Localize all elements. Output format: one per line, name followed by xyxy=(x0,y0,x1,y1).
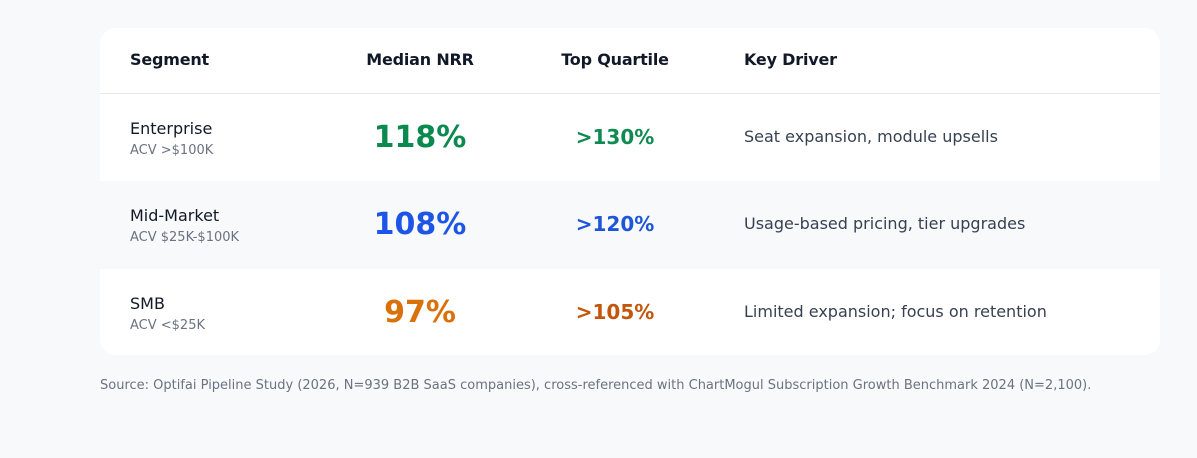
table-row: Mid-Market ACV $25K-$100K 108% >120% Usa… xyxy=(100,181,1160,269)
segment-acv: ACV >$100K xyxy=(130,143,214,158)
median-nrr-text: 97% xyxy=(384,295,456,330)
key-driver-text: Usage-based pricing, tier upgrades xyxy=(744,214,1026,233)
median-nrr-text: 108% xyxy=(373,207,467,242)
segment-name: Enterprise xyxy=(130,119,213,138)
top-quartile-text: >105% xyxy=(575,300,655,324)
key-driver-text: Limited expansion; focus on retention xyxy=(744,302,1047,321)
top-quartile-text: >120% xyxy=(575,212,655,236)
table-row: Enterprise ACV >$100K 118% >130% Seat ex… xyxy=(100,94,1160,181)
table-row: SMB ACV <$25K 97% >105% Limited expansio… xyxy=(100,269,1160,355)
header-median-nrr-label: Median NRR xyxy=(366,50,474,69)
header-top-quartile-label: Top Quartile xyxy=(561,50,669,69)
segment-name: SMB xyxy=(130,294,165,313)
key-driver-text: Seat expansion, module upsells xyxy=(744,127,998,146)
header-segment: Segment xyxy=(130,50,209,69)
segment-acv: ACV <$25K xyxy=(130,318,205,333)
nrr-table-card: Segment Median NRR Top Quartile Key Driv… xyxy=(100,28,1160,355)
segment-name: Mid-Market xyxy=(130,206,220,225)
top-quartile-text: >130% xyxy=(575,125,655,149)
table-header-row: Segment Median NRR Top Quartile Key Driv… xyxy=(100,28,1160,94)
median-nrr-text: 118% xyxy=(373,120,467,155)
source-citation: Source: Optifai Pipeline Study (2026, N=… xyxy=(100,378,1092,393)
segment-acv: ACV $25K-$100K xyxy=(130,230,240,245)
header-key-driver: Key Driver xyxy=(744,50,837,69)
